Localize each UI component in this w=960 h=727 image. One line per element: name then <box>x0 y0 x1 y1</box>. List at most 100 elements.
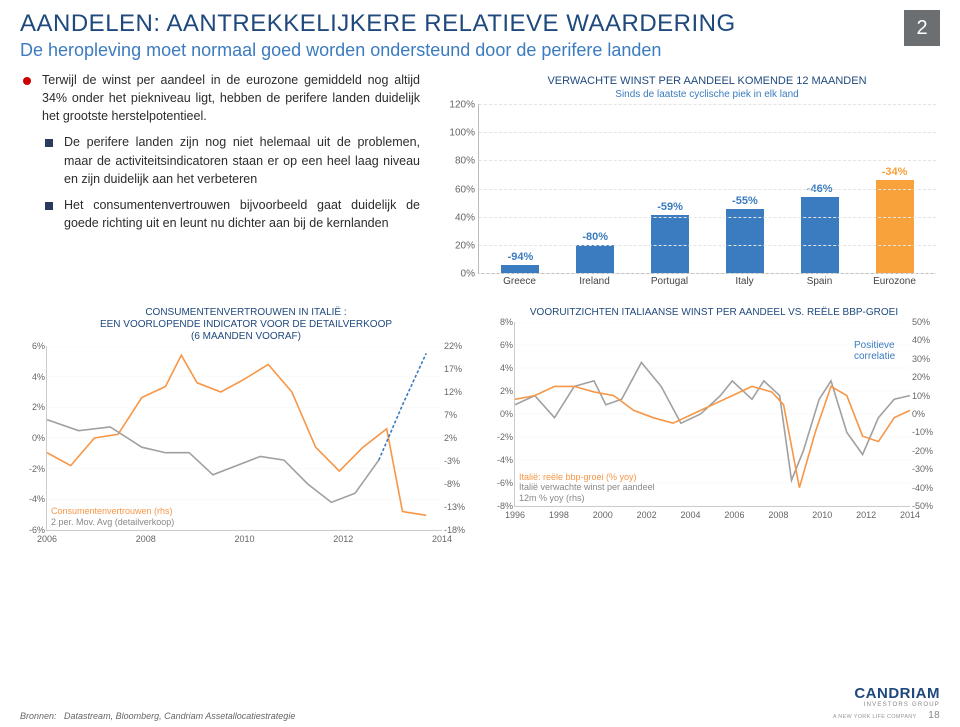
bar-xlabel: Ireland <box>561 276 629 287</box>
bottom-row: CONSUMENTENVERTROUWEN IN ITALIË : EEN VO… <box>0 301 960 531</box>
x-label: 2010 <box>234 534 254 544</box>
y-right-label: -3% <box>444 456 474 466</box>
y-right-label: 17% <box>444 364 474 374</box>
bar-ylabel: 60% <box>439 184 475 195</box>
bar-chart-title: VERWACHTE WINST PER AANDEEL KOMENDE 12 M… <box>478 75 936 87</box>
bullet-3: Het consumentenvertrouwen bijvoorbeeld g… <box>42 196 420 232</box>
sources-label: Bronnen: <box>20 711 57 721</box>
right-legend-1: Italië: reële bbp-groei (% yoy) <box>519 472 655 483</box>
bar-ylabel: 40% <box>439 212 475 223</box>
bar-rect: -94% <box>501 265 539 274</box>
right-mini-title: VOORUITZICHTEN ITALIAANSE WINST PER AAND… <box>488 307 940 319</box>
chart-line <box>47 355 426 515</box>
y-right-label: -8% <box>444 479 474 489</box>
y-right-label: 2% <box>444 433 474 443</box>
bar-xlabel: Italy <box>711 276 779 287</box>
bar-gridline: 20% <box>479 245 936 246</box>
y-left-label: -2% <box>21 464 45 474</box>
logo-text: CANDRIAM <box>833 685 940 702</box>
bar-chart-grid: -94%-80%-59%-55%-46%-34% 0%20%40%60%80%1… <box>478 104 936 274</box>
y-right-label: -20% <box>912 446 942 456</box>
x-label: 2012 <box>333 534 353 544</box>
bar-rect: -55% <box>726 209 764 273</box>
bar-xlabel: Eurozone <box>861 276 929 287</box>
bar-chart-subtitle: Sinds de laatste cyclische piek in elk l… <box>478 89 936 100</box>
right-legend-2: Italië verwachte winst per aandeel <box>519 482 655 493</box>
bar-gridline: 80% <box>479 160 936 161</box>
bar-value-label: -34% <box>865 166 925 178</box>
x-label: 2014 <box>900 510 920 520</box>
y-left-label: 0% <box>21 433 45 443</box>
left-mini-title-l1: CONSUMENTENVERTROUWEN IN ITALIË : <box>145 307 346 318</box>
y-right-label: 10% <box>912 391 942 401</box>
bullet-2-text: De perifere landen zijn nog niet helemaa… <box>64 133 420 187</box>
bullets-column: Terwijl de winst per aandeel in de euroz… <box>20 71 420 301</box>
y-right-label: 22% <box>444 341 474 351</box>
y-right-label: -10% <box>912 427 942 437</box>
chart-line <box>379 353 426 460</box>
page-number-badge: 2 <box>904 10 940 46</box>
bar-ylabel: 120% <box>439 100 475 111</box>
bullet-1: Terwijl de winst per aandeel in de euroz… <box>20 71 420 125</box>
bullet-square-icon <box>42 136 56 150</box>
x-label: 2008 <box>768 510 788 520</box>
left-legend-2: 2 per. Mov. Avg (detailverkoop) <box>51 517 174 528</box>
bar-value-label: -80% <box>565 231 625 243</box>
y-left-label: 6% <box>489 340 513 350</box>
bar-ylabel: 0% <box>439 269 475 280</box>
left-mini-title-l2: EEN VOORLOPENDE INDICATOR VOOR DE DETAIL… <box>100 319 392 330</box>
sources: Bronnen: Datastream, Bloomberg, Candriam… <box>20 711 295 721</box>
right-mini-legend: Italië: reële bbp-groei (% yoy) Italië v… <box>519 472 655 504</box>
chart-line <box>515 362 910 480</box>
bar-value-label: -59% <box>640 201 700 213</box>
left-mini-svg <box>47 346 442 530</box>
bar-eurozone: -34% <box>861 180 928 274</box>
y-right-label: 30% <box>912 354 942 364</box>
left-legend-1: Consumentenvertrouwen (rhs) <box>51 506 174 517</box>
bar-rect: -34% <box>876 180 914 274</box>
bar-xlabel: Portugal <box>636 276 704 287</box>
bar-italy: -55% <box>711 209 778 273</box>
y-left-label: -4% <box>21 494 45 504</box>
x-label: 2004 <box>681 510 701 520</box>
bar-rect: -46% <box>801 197 839 274</box>
bar-ylabel: 80% <box>439 156 475 167</box>
bar-chart-column: VERWACHTE WINST PER AANDEEL KOMENDE 12 M… <box>438 71 940 301</box>
bullet-3-text: Het consumentenvertrouwen bijvoorbeeld g… <box>64 196 420 232</box>
y-left-label: 6% <box>21 341 45 351</box>
italy-eps-gdp-chart: VOORUITZICHTEN ITALIAANSE WINST PER AAND… <box>488 307 940 531</box>
bar-gridline: 100% <box>479 132 936 133</box>
y-left-label: -6% <box>489 478 513 488</box>
x-label: 1998 <box>549 510 569 520</box>
y-left-label: 0% <box>489 409 513 419</box>
y-left-label: -2% <box>489 432 513 442</box>
bar-value-label: -55% <box>715 195 775 207</box>
y-left-label: 2% <box>489 386 513 396</box>
bullet-square-icon <box>42 199 56 213</box>
sources-text: Datastream, Bloomberg, Candriam Assetall… <box>64 711 295 721</box>
y-right-label: -13% <box>444 502 474 512</box>
y-left-label: 2% <box>21 402 45 412</box>
x-label: 2014 <box>432 534 452 544</box>
bar-xlabel: Greece <box>486 276 554 287</box>
bullet-2: De perifere landen zijn nog niet helemaa… <box>42 133 420 187</box>
bar-greece: -94% <box>487 265 554 274</box>
page-title: AANDELEN: AANTREKKELIJKERE RELATIEVE WAA… <box>20 10 896 38</box>
logo-block: CANDRIAM INVESTORS GROUP A NEW YORK LIFE… <box>833 685 940 721</box>
bar-gridline: 40% <box>479 217 936 218</box>
left-mini-title-l3: (6 MAANDEN VOORAF) <box>191 331 301 342</box>
bar-ylabel: 20% <box>439 240 475 251</box>
logo-foot: A NEW YORK LIFE COMPANY 18 <box>833 710 940 721</box>
y-right-label: 7% <box>444 410 474 420</box>
y-right-label: -30% <box>912 464 942 474</box>
x-label: 2010 <box>812 510 832 520</box>
y-left-label: 4% <box>21 372 45 382</box>
bullet-red-icon <box>20 74 34 88</box>
consumer-confidence-chart: CONSUMENTENVERTROUWEN IN ITALIË : EEN VO… <box>20 307 472 531</box>
x-label: 2006 <box>37 534 57 544</box>
y-right-label: -40% <box>912 483 942 493</box>
y-left-label: 8% <box>489 317 513 327</box>
bar-ireland: -80% <box>562 245 629 273</box>
left-mini-plot: Consumentenvertrouwen (rhs) 2 per. Mov. … <box>46 346 442 531</box>
y-right-label: 40% <box>912 335 942 345</box>
